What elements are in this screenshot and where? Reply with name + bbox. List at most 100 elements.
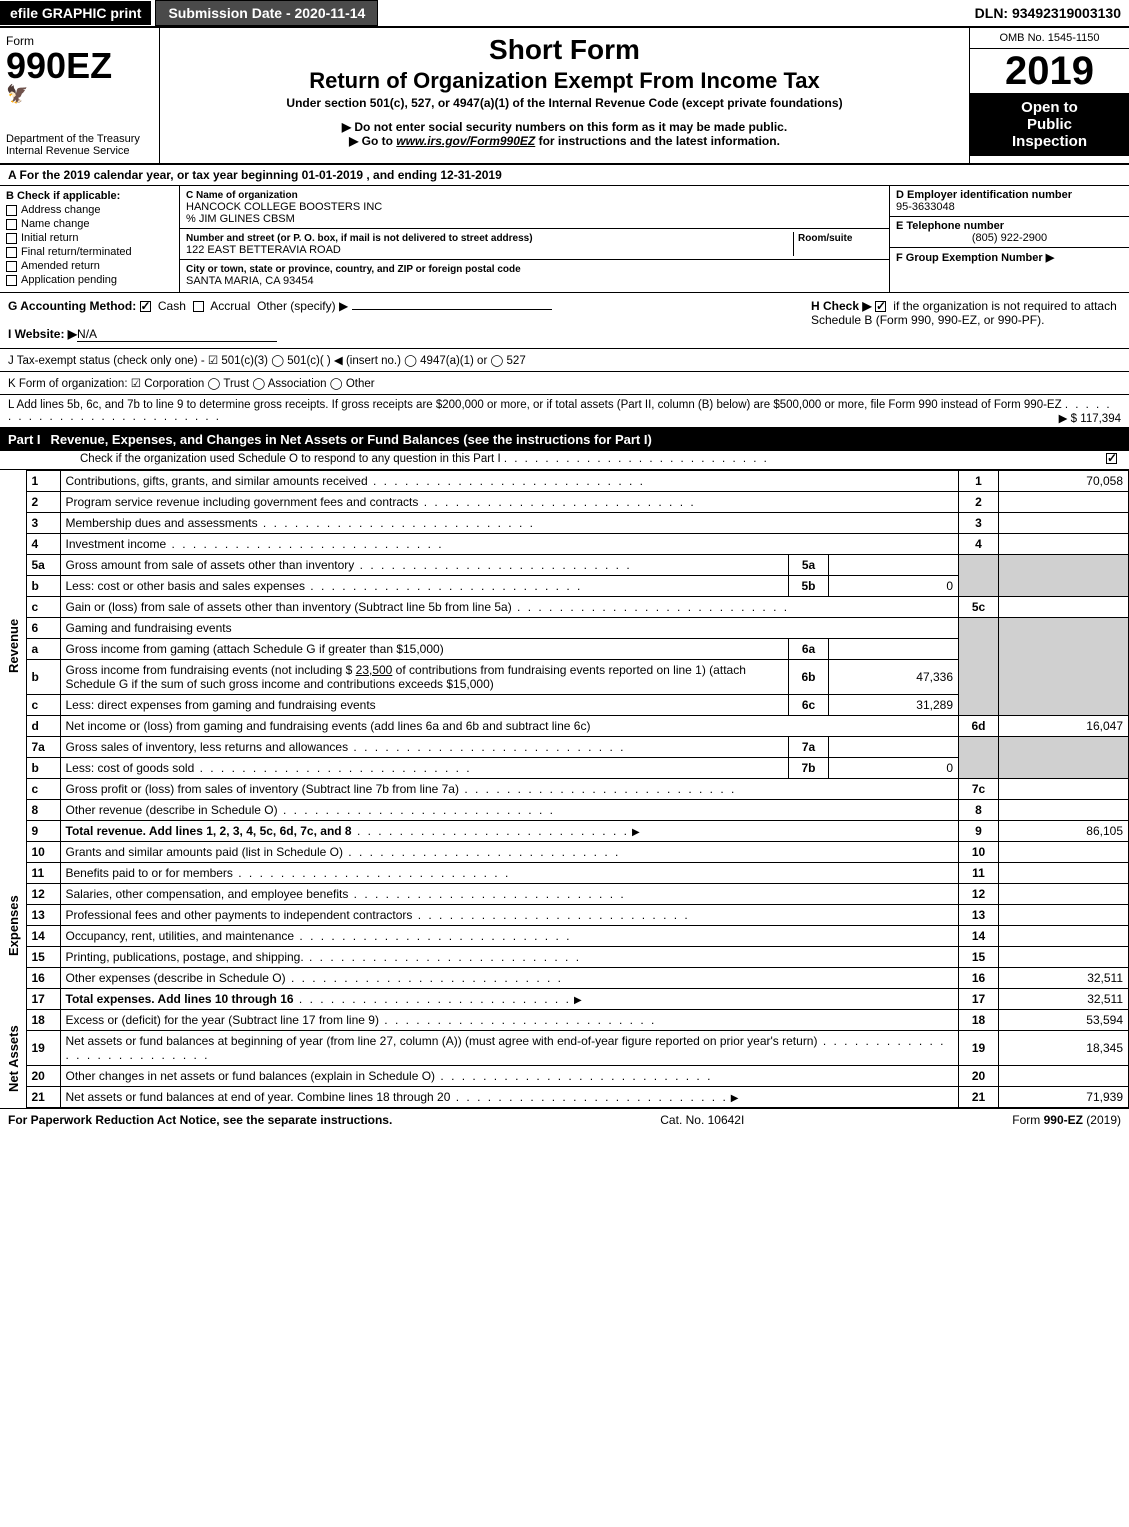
line-val: 70,058 [999, 471, 1129, 492]
line-code: 21 [959, 1087, 999, 1108]
section-c: C Name of organization HANCOCK COLLEGE B… [180, 186, 889, 292]
line-17: 17 Total expenses. Add lines 10 through … [0, 989, 1129, 1010]
line-code: 3 [959, 513, 999, 534]
line-num: 8 [26, 800, 60, 821]
irs-link[interactable]: www.irs.gov/Form990EZ [396, 134, 535, 148]
line-desc: Net income or (loss) from gaming and fun… [60, 716, 959, 737]
line-desc: Program service revenue including govern… [66, 495, 419, 509]
line-val: 53,594 [999, 1010, 1129, 1031]
side-expenses: Expenses [0, 842, 26, 1010]
line-num: 5a [26, 555, 60, 576]
part-1-table: Revenue 1 Contributions, gifts, grants, … [0, 470, 1129, 1108]
l-text: L Add lines 5b, 6c, and 7b to line 9 to … [8, 399, 1062, 411]
website-value: N/A [77, 327, 277, 342]
line-desc: Net assets or fund balances at beginning… [66, 1034, 818, 1048]
chk-amended-return[interactable]: Amended return [6, 260, 173, 272]
chk-initial-return[interactable]: Initial return [6, 232, 173, 244]
org-name-cell: C Name of organization HANCOCK COLLEGE B… [180, 186, 889, 229]
open3: Inspection [1012, 133, 1087, 150]
line-18: Net Assets 18 Excess or (deficit) for th… [0, 1010, 1129, 1031]
chk-address-change[interactable]: Address change [6, 204, 173, 216]
line-val [999, 492, 1129, 513]
side-net-assets: Net Assets [0, 1010, 26, 1108]
open2: Public [1027, 116, 1072, 133]
footer-cat-no: Cat. No. 10642I [392, 1113, 1012, 1127]
line-code: 2 [959, 492, 999, 513]
dln-label: DLN: 93492319003130 [975, 5, 1129, 21]
6b-amount: 23,500 [356, 663, 393, 677]
chk-cash[interactable] [140, 301, 151, 312]
chk-schedule-o[interactable] [1106, 453, 1117, 464]
title-return: Return of Organization Exempt From Incom… [170, 68, 959, 94]
section-def: D Employer identification number 95-3633… [889, 186, 1129, 292]
line-code: 17 [959, 989, 999, 1010]
line-num: d [26, 716, 60, 737]
section-b: B Check if applicable: Address change Na… [0, 186, 180, 292]
line-desc: Gross income from gaming (attach Schedul… [60, 639, 789, 660]
sub-val [829, 737, 959, 758]
line-num: 16 [26, 968, 60, 989]
arrow-icon [629, 824, 643, 838]
line-val: 32,511 [999, 968, 1129, 989]
line-19: 19 Net assets or fund balances at beginn… [0, 1031, 1129, 1066]
line-num: 1 [26, 471, 60, 492]
footer-right-post: (2019) [1083, 1113, 1121, 1127]
line-5a: 5a Gross amount from sale of assets othe… [0, 555, 1129, 576]
l-amount: ▶ $ 117,394 [1059, 411, 1121, 425]
line-desc: Grants and similar amounts paid (list in… [66, 845, 343, 859]
section-b-label: B Check if applicable: [6, 190, 120, 202]
chk-final-return[interactable]: Final return/terminated [6, 246, 173, 258]
chk-name-change[interactable]: Name change [6, 218, 173, 230]
row-j: J Tax-exempt status (check only one) - ☑… [0, 349, 1129, 372]
line-desc: Less: direct expenses from gaming and fu… [66, 698, 376, 712]
note-goto: ▶ Go to www.irs.gov/Form990EZ for instru… [170, 134, 959, 148]
line-desc: Membership dues and assessments [66, 516, 258, 530]
room-label: Room/suite [798, 233, 852, 244]
line-6d: d Net income or (loss) from gaming and f… [0, 716, 1129, 737]
line-15: 15 Printing, publications, postage, and … [0, 947, 1129, 968]
shade [999, 737, 1129, 779]
line-code: 6d [959, 716, 999, 737]
part-label: Part I [8, 432, 51, 447]
line-code: 7c [959, 779, 999, 800]
shade [959, 555, 999, 597]
line-code: 9 [959, 821, 999, 842]
header-right: OMB No. 1545-1150 2019 Open to Public In… [969, 28, 1129, 163]
line-val [999, 842, 1129, 863]
line-code: 15 [959, 947, 999, 968]
shade [959, 618, 999, 716]
efile-print-button[interactable]: efile GRAPHIC print [0, 1, 151, 25]
section-ghi: G Accounting Method: Cash Accrual Other … [0, 293, 1129, 349]
sub-val: 31,289 [829, 695, 959, 716]
part-title: Revenue, Expenses, and Changes in Net As… [51, 432, 1121, 447]
footer-form-num: 990-EZ [1044, 1113, 1083, 1127]
note-no-ssn: ▶ Do not enter social security numbers o… [170, 120, 959, 134]
line-code: 1 [959, 471, 999, 492]
line-desc: Excess or (deficit) for the year (Subtra… [66, 1013, 379, 1027]
city-cell: City or town, state or province, country… [180, 260, 889, 290]
department-label: Department of the Treasury Internal Reve… [6, 133, 153, 157]
line-code: 4 [959, 534, 999, 555]
page-footer: For Paperwork Reduction Act Notice, see … [0, 1108, 1129, 1131]
line-desc: Occupancy, rent, utilities, and maintena… [66, 929, 295, 943]
chk-label: Address change [21, 204, 101, 216]
chk-label: Amended return [21, 260, 100, 272]
chk-schedule-b[interactable] [875, 301, 886, 312]
other-input[interactable] [352, 309, 552, 310]
chk-application-pending[interactable]: Application pending [6, 274, 173, 286]
line-5c: c Gain or (loss) from sale of assets oth… [0, 597, 1129, 618]
chk-label: Application pending [21, 274, 117, 286]
chk-accrual[interactable] [193, 301, 204, 312]
line-num: 18 [26, 1010, 60, 1031]
cash-label: Cash [158, 299, 186, 313]
line-num: 19 [26, 1031, 60, 1066]
line-code: 20 [959, 1066, 999, 1087]
line-num: 14 [26, 926, 60, 947]
line-code: 16 [959, 968, 999, 989]
line-val [999, 884, 1129, 905]
ein-cell: D Employer identification number 95-3633… [890, 186, 1129, 217]
line-num: 7a [26, 737, 60, 758]
line-7c: c Gross profit or (loss) from sales of i… [0, 779, 1129, 800]
line-desc: Gross sales of inventory, less returns a… [66, 740, 349, 754]
line-desc: Gain or (loss) from sale of assets other… [66, 600, 512, 614]
